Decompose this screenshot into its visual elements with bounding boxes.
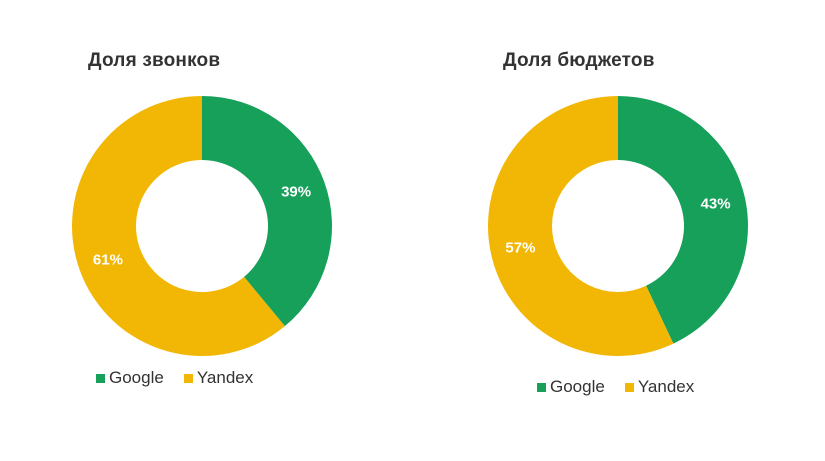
slice-label-yandex: 57% [505,239,535,256]
donut-chart: 43% 57% [487,96,748,356]
donut-slice-yandex [487,96,674,356]
slice-label-yandex: 61% [93,251,123,268]
legend: Google Yandex [96,368,253,388]
legend: Google Yandex [537,377,694,397]
legend-label-yandex: Yandex [637,377,695,396]
legend-label-google: Google [550,377,605,396]
legend-swatch-yandex [183,373,193,383]
legend-swatch-google [96,373,105,383]
legend-item-yandex: Yandex [624,377,695,397]
legend-swatch-google [537,382,546,392]
chart-calls-share: Доля звонков 39% 61% Google Yandex [0,0,412,461]
legend-label-yandex: Yandex [196,368,254,387]
slice-label-google: 39% [281,184,311,201]
donut-slice-yandex [71,96,285,356]
chart-title: Доля бюджетов [503,50,655,71]
donut-slice-google [202,96,332,327]
legend-label-google: Google [109,368,164,387]
legend-item-yandex: Yandex [183,368,254,388]
donut-slice-google [618,96,748,344]
legend-swatch-yandex [624,382,634,392]
chart-title: Доля звонков [88,50,221,71]
legend-item-google: Google [96,368,164,388]
slice-label-google: 43% [701,196,731,213]
legend-item-google: Google [537,377,605,397]
chart-budget-share: Доля бюджетов 43% 57% Google Yandex [413,0,825,461]
donut-chart: 39% 61% [71,96,332,356]
